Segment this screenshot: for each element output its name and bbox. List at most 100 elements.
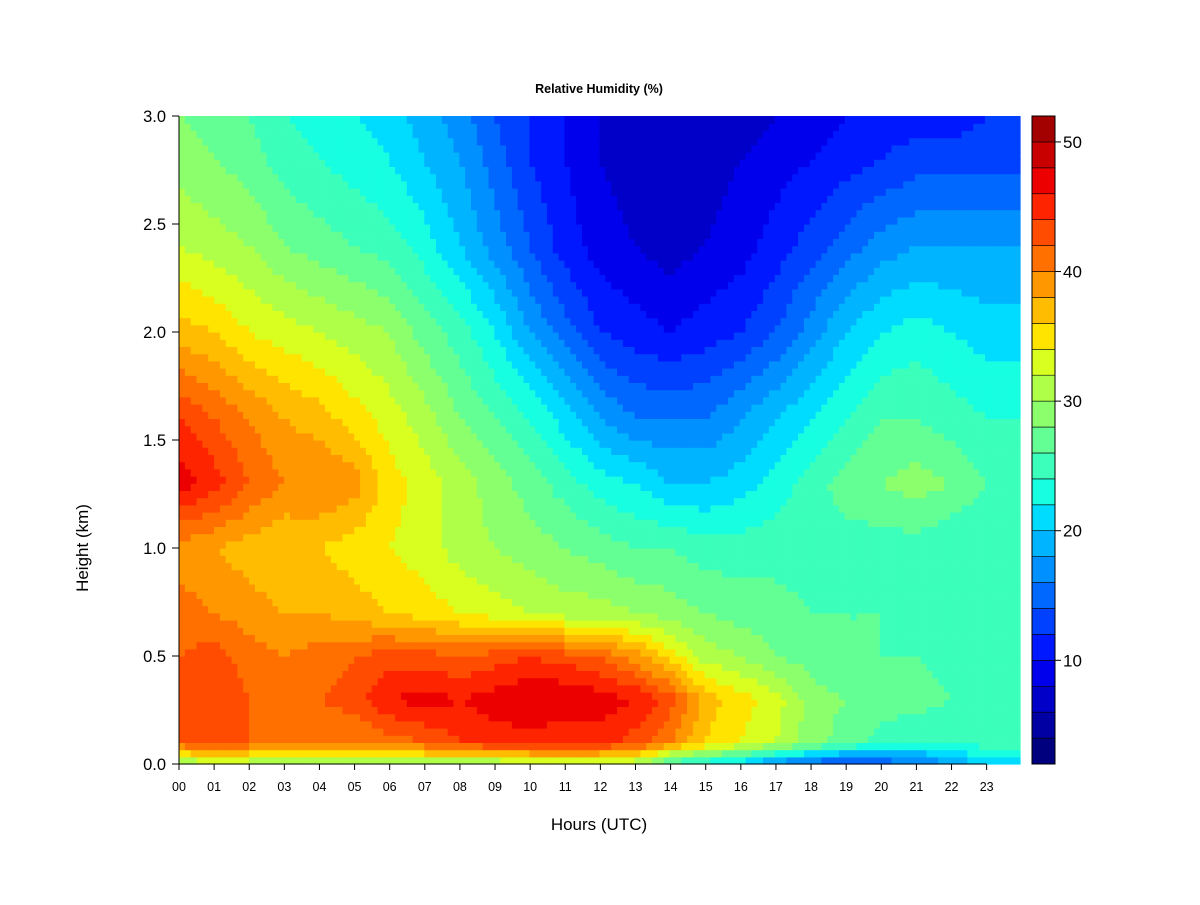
heatmap-cell (687, 706, 694, 715)
heatmap-cell (476, 591, 484, 599)
heatmap-cell (447, 584, 455, 592)
heatmap-cell (780, 749, 787, 758)
heatmap-cell (237, 512, 244, 520)
heatmap-cell (961, 756, 969, 765)
heatmap-cell (435, 533, 443, 542)
heatmap-cell (383, 512, 390, 520)
heatmap-cell (704, 735, 712, 743)
heatmap-cell (459, 533, 466, 542)
heatmap-cell (412, 598, 420, 607)
heatmap-cell (739, 699, 747, 707)
heatmap-cell (336, 692, 344, 700)
heatmap-cell (786, 756, 793, 765)
heatmap-cell (348, 540, 355, 549)
heatmap-cell (570, 720, 577, 729)
heatmap-cell (809, 735, 817, 743)
heatmap-cell (955, 612, 963, 621)
heatmap-cell (412, 656, 420, 664)
heatmap-cell (827, 742, 834, 751)
heatmap-cell (897, 692, 904, 700)
heatmap-cell (844, 519, 852, 527)
heatmap-cell (243, 555, 250, 563)
heatmap-cell (687, 519, 694, 527)
heatmap-cell (669, 555, 677, 563)
heatmap-cell (838, 684, 846, 693)
heatmap-cell (868, 612, 875, 621)
heatmap-cell (395, 569, 402, 578)
heatmap-cell (506, 684, 513, 693)
heatmap-cell (301, 533, 309, 542)
heatmap-cell (383, 684, 390, 693)
heatmap-cell (821, 713, 828, 722)
heatmap-cell (687, 641, 694, 650)
heatmap-cell (850, 663, 858, 671)
heatmap-cell (733, 677, 741, 686)
heatmap-cell (494, 656, 501, 664)
heatmap-cell (325, 569, 332, 578)
heatmap-cell (774, 584, 782, 592)
heatmap-cell (260, 526, 268, 535)
heatmap-cell (780, 656, 787, 664)
heatmap-cell (833, 526, 840, 535)
heatmap-cell (406, 684, 414, 693)
heatmap-cell (289, 605, 297, 614)
heatmap-cell (827, 648, 834, 657)
heatmap-cell (844, 548, 852, 556)
heatmap-cell (219, 728, 227, 736)
heatmap-cell (377, 720, 385, 729)
heatmap-cell (803, 749, 811, 758)
heatmap-cell (184, 540, 192, 549)
heatmap-cell (558, 756, 566, 765)
heatmap-cell (552, 627, 560, 635)
heatmap-cell (698, 533, 706, 542)
heatmap-cell (868, 692, 875, 700)
heatmap-cell (722, 663, 729, 671)
heatmap-cell (231, 548, 238, 556)
heatmap-cell (932, 620, 939, 628)
heatmap-cell (325, 548, 332, 556)
heatmap-cell (733, 756, 741, 765)
heatmap-cell (973, 569, 980, 578)
heatmap-cell (996, 526, 1004, 535)
heatmap-cell (733, 548, 741, 556)
heatmap-cell (511, 641, 519, 650)
heatmap-cell (313, 533, 320, 542)
heatmap-cell (885, 540, 893, 549)
heatmap-cell (622, 742, 630, 751)
heatmap-cell (202, 648, 209, 657)
heatmap-cell (599, 656, 606, 664)
heatmap-cell (208, 663, 215, 671)
heatmap-cell (885, 562, 893, 571)
heatmap-cell (511, 713, 519, 722)
heatmap-cell (961, 576, 969, 585)
heatmap-cell (581, 519, 589, 527)
heatmap-cell (289, 519, 297, 527)
heatmap-cell (365, 548, 373, 556)
heatmap-cell (657, 584, 665, 592)
heatmap-cell (733, 620, 741, 628)
heatmap-cell (336, 634, 344, 643)
heatmap-cell (903, 663, 910, 671)
heatmap-cell (617, 684, 624, 693)
heatmap-cell (727, 540, 735, 549)
heatmap-cell (961, 749, 969, 758)
heatmap-cell (278, 620, 285, 628)
heatmap-cell (360, 620, 367, 628)
heatmap-cell (581, 512, 589, 520)
heatmap-cell (214, 598, 221, 607)
heatmap-cell (827, 584, 834, 592)
heatmap-cell (482, 526, 490, 535)
heatmap-cell (792, 728, 799, 736)
heatmap-cell (576, 584, 583, 592)
heatmap-cell (471, 742, 478, 751)
heatmap-cell (751, 562, 758, 571)
heatmap-cell (984, 656, 992, 664)
heatmap-cell (809, 699, 817, 707)
heatmap-cell (675, 576, 682, 585)
heatmap-cell (459, 548, 466, 556)
heatmap-cell (447, 670, 455, 679)
heatmap-cell (278, 612, 285, 621)
heatmap-cell (891, 756, 898, 765)
heatmap-cell (506, 713, 513, 722)
heatmap-cell (517, 663, 525, 671)
